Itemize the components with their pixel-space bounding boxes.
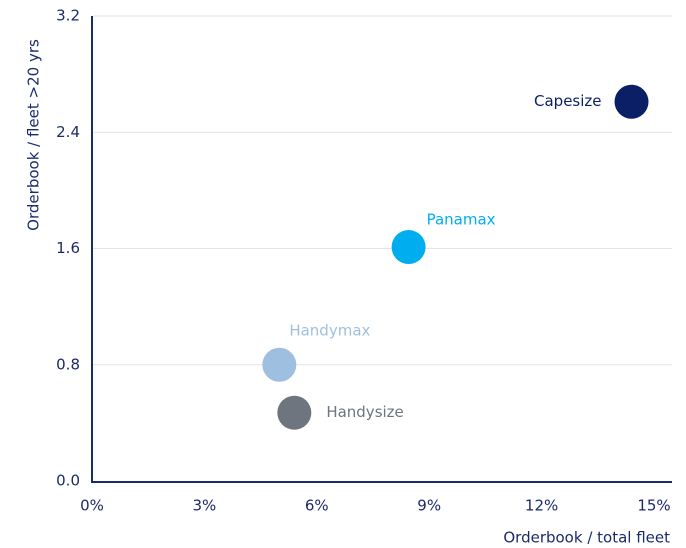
point xyxy=(262,347,297,382)
y-tick-label: 0.8 xyxy=(56,355,80,373)
y-tick-label: 3.2 xyxy=(56,7,80,25)
point xyxy=(614,84,649,119)
point-label: Panamax xyxy=(427,211,496,229)
x-axis-label: Orderbook / total fleet xyxy=(503,529,670,547)
x-tick-label: 6% xyxy=(305,497,329,515)
point xyxy=(277,395,312,430)
y-axis-label: Orderbook / fleet >20 yrs xyxy=(25,39,43,231)
y-tick-label: 1.6 xyxy=(56,239,80,257)
y-tick-label: 2.4 xyxy=(56,123,80,141)
x-tick-label: 15% xyxy=(637,497,670,515)
point-label: Capesize xyxy=(534,92,602,110)
x-tick-label: 9% xyxy=(417,497,441,515)
point-label: Handymax xyxy=(289,321,370,339)
y-tick-label: 0.0 xyxy=(56,472,80,490)
x-tick-label: 0% xyxy=(80,497,104,515)
x-tick-label: 12% xyxy=(525,497,558,515)
point xyxy=(391,230,426,265)
x-tick-label: 3% xyxy=(193,497,217,515)
point-label: Handysize xyxy=(326,403,403,421)
